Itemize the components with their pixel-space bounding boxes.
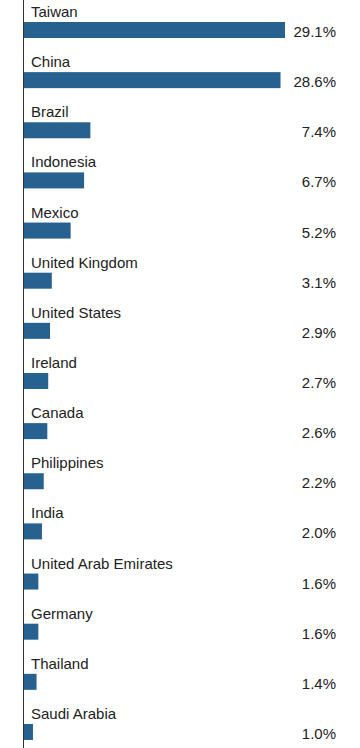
data-label: 2.0%	[302, 524, 336, 541]
category-label: Taiwan	[31, 3, 78, 20]
bar	[24, 523, 42, 539]
chart: Taiwan China Brazil Indonesia Mexico United K…	[0, 0, 360, 748]
category-label: Philippines	[31, 454, 104, 471]
bar	[24, 122, 90, 138]
bars	[24, 22, 285, 740]
data-label: 1.0%	[302, 725, 336, 742]
bar	[24, 22, 285, 38]
data-label: 2.2%	[302, 474, 336, 491]
category-label: Canada	[31, 404, 84, 421]
category-label: Thailand	[31, 655, 89, 672]
data-label: 1.6%	[302, 575, 336, 592]
bar	[24, 172, 84, 188]
bar	[24, 674, 37, 690]
bar	[24, 223, 71, 239]
bar	[24, 473, 44, 489]
bar	[24, 423, 47, 439]
data-labels: 29.1% 28.6% 7.4% 6.7% 5.2% 3.1% 2.9% 2.7% 2.6% 2.…	[293, 23, 336, 742]
data-label: 3.1%	[302, 274, 336, 291]
axis-line	[23, 0, 24, 748]
data-label: 29.1%	[293, 23, 336, 40]
category-label: Brazil	[31, 103, 69, 120]
data-label: 2.9%	[302, 324, 336, 341]
data-label: 2.6%	[302, 424, 336, 441]
data-label: 1.6%	[302, 625, 336, 642]
bar	[24, 273, 52, 289]
data-label: 1.4%	[302, 675, 336, 692]
data-label: 6.7%	[302, 173, 336, 190]
data-label: 2.7%	[302, 374, 336, 391]
category-label: Mexico	[31, 204, 79, 221]
category-label: United States	[31, 304, 121, 321]
bar	[24, 574, 38, 590]
bar	[24, 72, 281, 88]
category-label: United Arab Emirates	[31, 555, 173, 572]
data-label: 7.4%	[302, 123, 336, 140]
bar	[24, 373, 48, 389]
category-label: Saudi Arabia	[31, 705, 117, 722]
category-label: Germany	[31, 605, 93, 622]
data-label: 28.6%	[293, 73, 336, 90]
category-labels: Taiwan China Brazil Indonesia Mexico United K…	[31, 3, 173, 722]
category-label: Indonesia	[31, 153, 97, 170]
category-label: China	[31, 53, 71, 70]
category-label: United Kingdom	[31, 254, 138, 271]
bar	[24, 624, 38, 640]
category-label: India	[31, 504, 64, 521]
bar	[24, 323, 50, 339]
bar	[24, 724, 33, 740]
data-label: 5.2%	[302, 224, 336, 241]
category-label: Ireland	[31, 354, 77, 371]
